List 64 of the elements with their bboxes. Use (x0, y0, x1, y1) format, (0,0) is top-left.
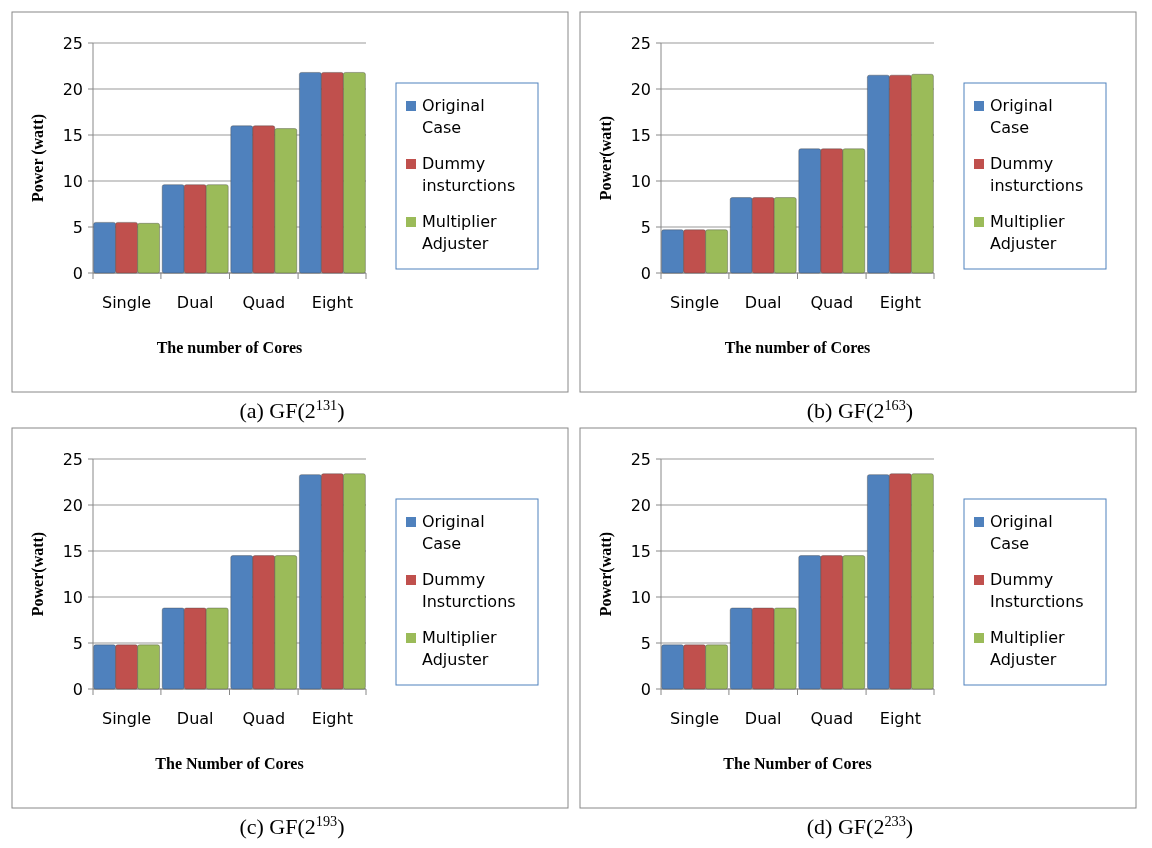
x-tick-label: Single (670, 293, 720, 312)
x-axis-title: The Number of Cores (155, 755, 304, 772)
x-tick-label: Eight (311, 709, 353, 728)
y-tick-label: 0 (72, 679, 83, 699)
y-tick-label: 25 (630, 33, 651, 53)
y-tick-label: 20 (630, 495, 651, 515)
y-tick-label: 20 (62, 495, 83, 515)
y-tick-label: 0 (640, 263, 651, 283)
y-axis-title: Power (watt) (29, 113, 47, 203)
x-tick-label: Single (102, 293, 152, 312)
y-tick-label: 5 (72, 633, 83, 653)
y-tick-label: 10 (62, 587, 83, 607)
legend-label: Original Case (990, 96, 1053, 137)
y-tick-label: 10 (630, 171, 651, 191)
x-tick-label: Single (670, 709, 720, 728)
x-axis-title: The number of Cores (156, 339, 303, 356)
x-tick-label: Eight (311, 293, 353, 312)
y-tick-label: 10 (62, 171, 83, 191)
legend-label: Multiplier Adjuster (990, 628, 1065, 669)
y-tick-label: 15 (62, 125, 83, 145)
y-tick-label: 20 (630, 79, 651, 99)
legend-label: Original Case (990, 512, 1053, 553)
y-tick-label: 10 (630, 587, 651, 607)
y-axis-title: Power(watt) (29, 531, 47, 617)
legend-label: Dummy insturctions (422, 154, 516, 195)
y-tick-label: 25 (62, 33, 83, 53)
x-tick-label: Dual (744, 709, 782, 728)
text: (c) GF(2$^{193}$) (239, 813, 345, 839)
y-axis-title: Power(watt) (597, 531, 615, 617)
x-tick-label: Single (102, 709, 152, 728)
x-axis-title: The number of Cores (724, 339, 871, 356)
legend-label: Original Case (422, 96, 485, 137)
x-tick-label: Eight (879, 293, 921, 312)
legend-label: Multiplier Adjuster (422, 628, 497, 669)
x-tick-label: Eight (879, 709, 921, 728)
legend-label: Multiplier Adjuster (990, 212, 1065, 253)
x-tick-label: Quad (242, 293, 286, 312)
y-tick-label: 5 (72, 217, 83, 237)
x-tick-label: Quad (242, 709, 286, 728)
x-tick-label: Dual (744, 293, 782, 312)
y-axis-title: Power(watt) (597, 115, 615, 201)
y-tick-label: 0 (72, 263, 83, 283)
legend-label: Original Case (422, 512, 485, 553)
text: (d) GF(2$^{233}$) (806, 813, 914, 839)
x-tick-label: Quad (810, 709, 854, 728)
y-tick-label: 5 (640, 633, 651, 653)
y-tick-label: 25 (62, 449, 83, 469)
x-tick-label: Dual (176, 709, 214, 728)
y-tick-label: 5 (640, 217, 651, 237)
x-tick-label: Quad (810, 293, 854, 312)
text: (a) GF(2$^{131}$) (239, 397, 345, 423)
y-tick-label: 0 (640, 679, 651, 699)
legend-label: Dummy insturctions (990, 154, 1084, 195)
y-tick-label: 15 (630, 541, 651, 561)
y-tick-label: 25 (630, 449, 651, 469)
y-tick-label: 15 (62, 541, 83, 561)
y-tick-label: 20 (62, 79, 83, 99)
legend-label: Dummy Insturctions (422, 570, 516, 611)
x-axis-title: The Number of Cores (723, 755, 872, 772)
x-tick-label: Dual (176, 293, 214, 312)
legend-label: Dummy Insturctions (990, 570, 1084, 611)
y-tick-label: 15 (630, 125, 651, 145)
legend-label: Multiplier Adjuster (422, 212, 497, 253)
text: (b) GF(2$^{163}$) (806, 397, 914, 423)
